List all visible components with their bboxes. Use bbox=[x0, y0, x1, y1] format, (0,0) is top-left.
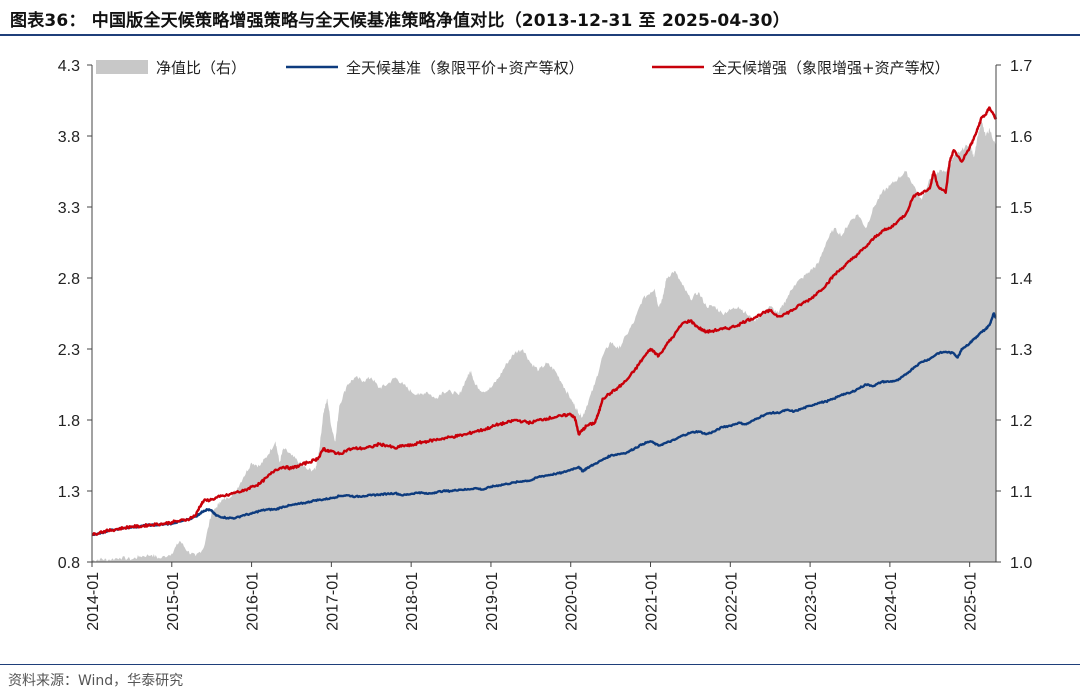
legend-label-benchmark: 全天候基准（象限平价+资产等权） bbox=[346, 59, 584, 77]
y-left-tick-label: 1.3 bbox=[58, 484, 80, 501]
x-tick-label: 2018-01 bbox=[404, 572, 421, 631]
x-tick-label: 2024-01 bbox=[883, 572, 900, 631]
line-layer bbox=[91, 106, 998, 537]
x-tick-label: 2020-01 bbox=[564, 572, 581, 631]
series-ratio-area bbox=[92, 121, 996, 563]
y-left-tick-label: 4.3 bbox=[58, 58, 80, 75]
ratio-area-layer bbox=[92, 121, 996, 563]
x-tick-label: 2022-01 bbox=[723, 572, 740, 631]
y-left-tick-label: 2.3 bbox=[58, 342, 80, 359]
x-tick-label: 2023-01 bbox=[803, 572, 820, 631]
y-left-tick-label: 0.8 bbox=[58, 555, 80, 572]
y-left-tick-label: 3.3 bbox=[58, 200, 80, 217]
legend-swatch-ratio bbox=[96, 60, 148, 74]
chart-title: 图表36： 中国版全天候策略增强策略与全天候基准策略净值对比（2013-12-3… bbox=[10, 11, 790, 31]
y-right-tick-label: 1.4 bbox=[1010, 271, 1032, 288]
axes-layer: 0.8 1.3 1.8 2.3 2.8 3.3 3.8 4.3 1.0 1.1 1.2 1.3 1.4 1… bbox=[58, 58, 1033, 631]
y-left-tick-label: 1.8 bbox=[58, 413, 80, 430]
y-left-tick-label: 2.8 bbox=[58, 271, 80, 288]
x-tick-label: 2019-01 bbox=[484, 572, 501, 631]
legend-label-ratio: 净值比（右） bbox=[156, 59, 246, 77]
y-right-tick-label: 1.0 bbox=[1010, 555, 1032, 572]
y-right-tick-label: 1.7 bbox=[1010, 58, 1032, 75]
legend: 净值比（右） 全天候基准（象限平价+资产等权） 全天候增强（象限增强+资产等权） bbox=[96, 59, 950, 77]
x-tick-label: 2017-01 bbox=[324, 572, 341, 631]
source-note: 资料来源：Wind，华泰研究 bbox=[8, 673, 184, 689]
x-tick-label: 2014-01 bbox=[85, 572, 102, 631]
x-tick-label: 2016-01 bbox=[245, 572, 262, 631]
y-right-tick-label: 1.6 bbox=[1010, 129, 1032, 146]
series-enhanced-line bbox=[91, 106, 998, 537]
footer-divider bbox=[0, 664, 1080, 665]
y-right-tick-label: 1.1 bbox=[1010, 484, 1032, 501]
y-right-tick-label: 1.5 bbox=[1010, 200, 1032, 217]
y-left-tick-label: 3.8 bbox=[58, 129, 80, 146]
legend-label-enhanced: 全天候增强（象限增强+资产等权） bbox=[712, 59, 950, 77]
x-tick-label: 2015-01 bbox=[165, 572, 182, 631]
y-right-tick-label: 1.3 bbox=[1010, 342, 1032, 359]
y-right-tick-label: 1.2 bbox=[1010, 413, 1032, 430]
x-tick-label: 2021-01 bbox=[644, 572, 661, 631]
series-benchmark-line bbox=[91, 312, 997, 537]
x-tick-label: 2025-01 bbox=[963, 572, 980, 631]
title-divider bbox=[0, 34, 1080, 36]
